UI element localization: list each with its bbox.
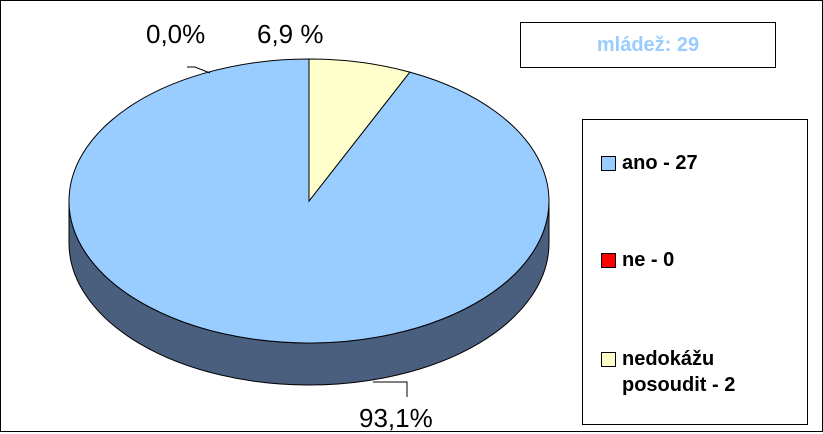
pie-slice-nedokazu [308,58,411,203]
legend-item-ano: ano - 27 [601,150,802,176]
pie-slice-ano [68,58,550,344]
legend: ano - 27 ne - 0 nedokážu posoudit - 2 [582,119,808,425]
legend-item-ne: ne - 0 [601,247,802,273]
leader-line-ano [373,381,408,397]
data-label-ano: 93,1% [359,403,433,433]
chart-title-box: mládež: 29 [520,22,776,68]
legend-swatch-ne [601,253,616,268]
legend-swatch-ano [601,156,616,171]
legend-label-ne: ne - 0 [622,249,675,271]
data-label-nedokazu: 6,9 % [257,19,324,49]
legend-label-nedokazu: nedokážu posoudit - 2 [622,348,736,396]
data-label-ne: 0,0% [146,19,206,49]
legend-item-nedokazu: nedokážu posoudit - 2 [601,346,802,398]
leader-line-ne [187,66,211,74]
legend-label-ano: ano - 27 [622,152,698,174]
legend-swatch-nedokazu [601,352,616,367]
chart-title: mládež: 29 [596,33,700,56]
